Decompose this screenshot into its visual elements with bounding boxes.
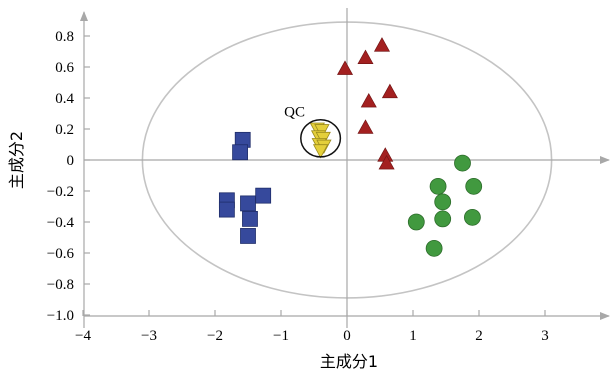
x-tick-label: 3 xyxy=(541,328,549,344)
data-point-triangle xyxy=(360,92,377,108)
x-tick-label: −4 xyxy=(75,328,91,344)
x-tick-label: 2 xyxy=(475,328,483,344)
y-tick-label: 0.8 xyxy=(55,29,74,45)
qc-highlight-circle xyxy=(300,118,342,158)
y-tick-label: 0.2 xyxy=(55,122,74,138)
data-point-triangle xyxy=(378,154,395,170)
y-tick-label: −0.4 xyxy=(47,215,75,231)
data-point-circle xyxy=(434,193,452,211)
data-point-square xyxy=(240,228,256,244)
series-square xyxy=(218,131,272,244)
data-point-square xyxy=(218,201,235,218)
y-tick-label: 0.4 xyxy=(55,91,74,107)
data-point-circle xyxy=(425,239,443,257)
y-tick-label: −0.8 xyxy=(47,277,74,293)
data-point-triangle xyxy=(357,49,374,64)
x-tick-label: 1 xyxy=(409,328,417,344)
data-point-circle xyxy=(463,208,481,226)
x-axis-label: 主成分1 xyxy=(320,352,378,371)
data-point-triangle xyxy=(337,60,354,75)
data-point-triangle xyxy=(373,37,390,52)
data-point-circle xyxy=(434,210,452,228)
data-point-square xyxy=(240,195,256,212)
qc-annotation-label: QC xyxy=(284,104,305,120)
y-tick-label: 0 xyxy=(67,153,75,169)
data-point-square xyxy=(242,210,258,227)
data-point-circle xyxy=(465,177,483,195)
data-point-triangle xyxy=(357,119,374,134)
x-tick-label: −1 xyxy=(273,328,289,344)
x-tick-label: −3 xyxy=(141,328,157,344)
data-point-triangle xyxy=(381,83,398,99)
x-tick-label: −2 xyxy=(207,328,223,344)
data-point-square xyxy=(255,187,272,204)
y-tick-label: −0.2 xyxy=(47,184,74,200)
x-tick-label: 0 xyxy=(343,328,351,344)
data-point-circle xyxy=(407,213,425,231)
series-triangle-down xyxy=(309,122,332,159)
data-point-circle xyxy=(454,154,471,172)
data-point-circle xyxy=(429,177,447,195)
data-point-square xyxy=(232,144,248,161)
y-tick-label: −0.6 xyxy=(47,246,75,262)
y-tick-label: 0.6 xyxy=(55,60,74,76)
data-point-qc xyxy=(312,144,329,159)
series-circle xyxy=(407,154,483,257)
y-tick-label: −1.0 xyxy=(47,308,74,324)
y-axis-label: 主成分2 xyxy=(7,131,26,189)
series-triangle-up xyxy=(337,37,398,170)
